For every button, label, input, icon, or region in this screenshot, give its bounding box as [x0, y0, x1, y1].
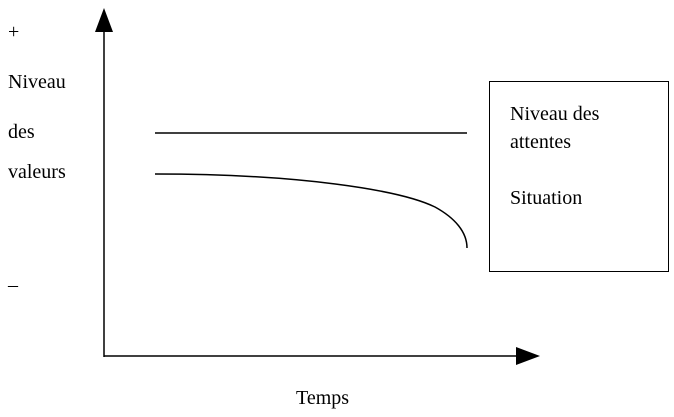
- y-axis-minus-marker: –: [8, 274, 18, 296]
- y-axis-arrowhead: [95, 8, 113, 32]
- legend-expectations-line-1: Niveau des: [510, 103, 600, 125]
- x-axis-label: Temps: [296, 387, 350, 409]
- y-axis-label-line-2: des: [8, 121, 35, 143]
- y-axis-plus-marker: +: [8, 21, 20, 43]
- situation-curve: [154, 173, 468, 249]
- legend-situation: Situation: [510, 187, 583, 209]
- y-axis-label-line-3: valeurs: [8, 161, 66, 183]
- legend-box: Niveau des attentes Situation: [489, 81, 669, 272]
- y-axis-label-line-1: Niveau: [8, 71, 66, 93]
- legend-expectations-line-2: attentes: [510, 131, 572, 153]
- x-axis-arrowhead: [516, 347, 540, 365]
